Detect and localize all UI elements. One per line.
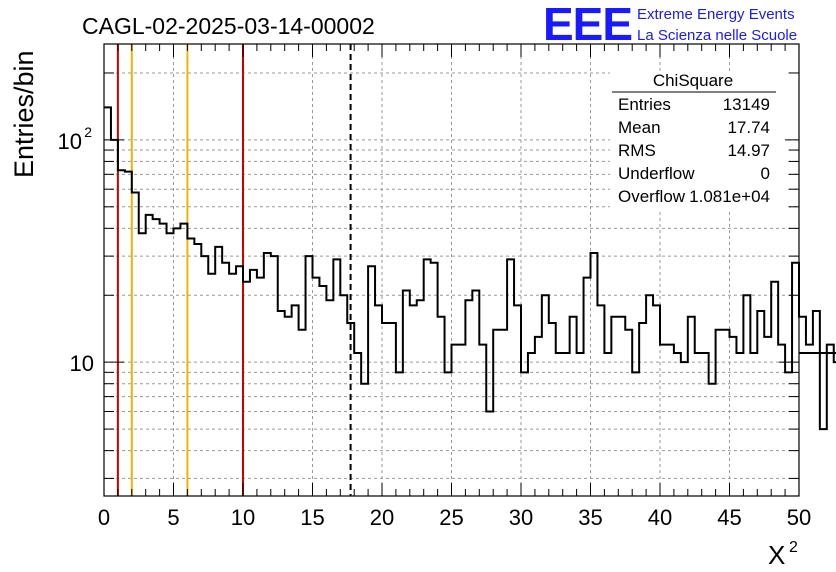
stats-box-background [610, 72, 785, 212]
stats-value-underflow: 0 [761, 164, 770, 183]
stats-label-rms: RMS [618, 141, 656, 160]
x-tick-label: 15 [300, 505, 324, 530]
x-tick-label: 40 [648, 505, 672, 530]
stats-box: ChiSquare Entries 13149 Mean 17.74 RMS 1… [610, 71, 785, 212]
grid [104, 44, 799, 496]
x-axis-title-exponent: 2 [789, 539, 798, 556]
stats-label-entries: Entries [618, 95, 671, 114]
x-tick-label: 50 [787, 505, 811, 530]
x-axis-title: X 2 [768, 539, 798, 570]
y-axis-title: Entries/bin [9, 50, 39, 178]
stats-label-overflow: Overflow [618, 187, 686, 206]
axis-ticks [103, 44, 800, 496]
x-tick-label: 45 [717, 505, 741, 530]
x-tick-label: 30 [509, 505, 533, 530]
x-tick-labels: 0 5 10 15 20 25 30 35 40 45 50 [98, 505, 811, 530]
x-tick-label: 35 [578, 505, 602, 530]
logo-line1: Extreme Energy Events [637, 6, 795, 23]
y-tick-label: 10 [58, 129, 82, 154]
x-tick-label: 10 [231, 505, 255, 530]
y-tick-label-exponent: 2 [84, 124, 92, 140]
y-tick-label: 10 [70, 351, 94, 376]
logo: EEE Extreme Energy Events La Scienza nel… [543, 0, 797, 50]
stats-value-rms: 14.97 [727, 141, 770, 160]
logo-mark: EEE [543, 0, 632, 50]
stats-value-mean: 17.74 [727, 118, 770, 137]
chart-title: CAGL-02-2025-03-14-00002 [82, 13, 375, 39]
stats-title: ChiSquare [653, 71, 733, 90]
stats-value-overflow: 1.081e+04 [689, 187, 770, 206]
logo-line2: La Scienza nelle Scuole [637, 27, 797, 44]
x-tick-label: 25 [439, 505, 463, 530]
reference-lines [116, 44, 352, 496]
stats-value-entries: 13149 [723, 95, 770, 114]
x-tick-label: 0 [98, 505, 110, 530]
x-tick-label: 5 [167, 505, 179, 530]
x-tick-label: 20 [370, 505, 394, 530]
y-tick-labels: 10 210 [58, 124, 94, 376]
stats-label-underflow: Underflow [618, 164, 695, 183]
stats-label-mean: Mean [618, 118, 661, 137]
x-axis-title-base: X [768, 540, 785, 570]
